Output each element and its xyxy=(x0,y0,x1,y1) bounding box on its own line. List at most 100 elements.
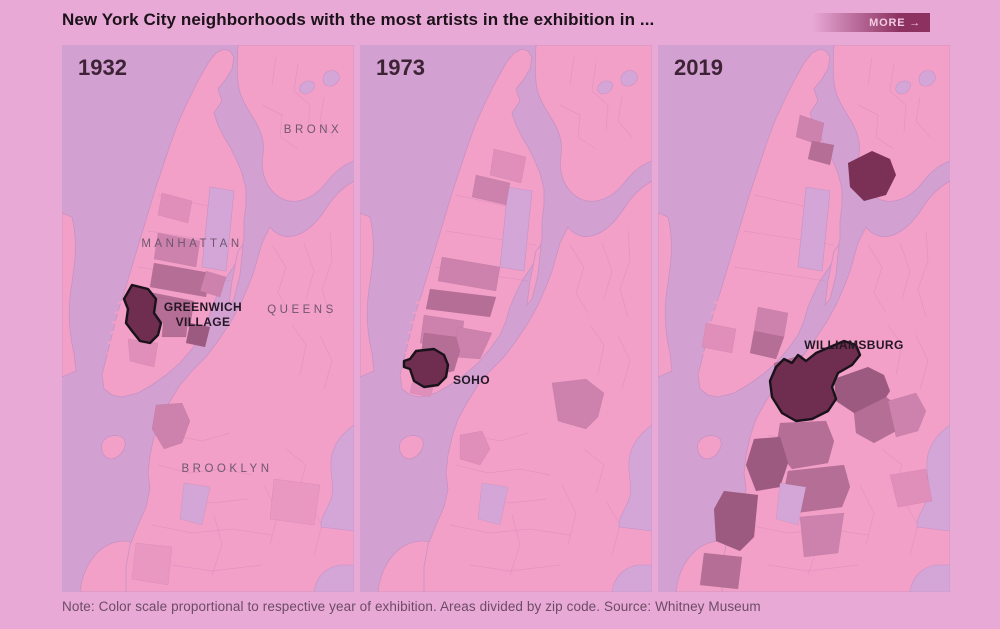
zip-boundary-line xyxy=(889,62,907,132)
zip-area-L3 xyxy=(699,552,743,590)
zip-area-L2 xyxy=(887,392,927,438)
zip-area-L1 xyxy=(459,430,491,466)
zip-boundary-line xyxy=(867,244,887,314)
central-park xyxy=(797,186,831,272)
pier xyxy=(407,330,417,334)
pier xyxy=(405,340,415,344)
map-panel-1973: SOHO 1973 xyxy=(360,45,652,592)
zip-boundary-line xyxy=(559,104,597,150)
zip-area-L3 xyxy=(807,140,835,166)
bronx-lake-2 xyxy=(918,70,936,87)
pier xyxy=(109,330,119,334)
zip-area-L3 xyxy=(749,330,785,360)
more-button-label: MORE → xyxy=(869,16,921,29)
zip-boundary-line xyxy=(321,230,333,318)
bay-bottom-right xyxy=(611,564,652,592)
zip-boundary-line xyxy=(271,56,277,86)
zip-boundary-line xyxy=(569,56,575,86)
inlet-right xyxy=(320,424,354,532)
zip-area-L2 xyxy=(199,270,227,298)
zip-boundary-line xyxy=(455,464,551,476)
zip-boundary-line xyxy=(859,484,875,546)
zip-area-L3 xyxy=(425,288,497,318)
year-label: 1973 xyxy=(376,55,425,80)
bronx-lake-1 xyxy=(597,80,613,95)
zip-boundary-line xyxy=(915,96,931,138)
borough-label-manhattan: MANHATTAN xyxy=(141,238,242,250)
pier xyxy=(713,300,723,304)
governors-island xyxy=(101,435,126,460)
zip-boundary-line xyxy=(887,324,903,376)
zip-boundary-line xyxy=(291,324,307,376)
bronx-lake-1 xyxy=(299,80,315,95)
zip-area-L2 xyxy=(153,232,201,268)
zip-area-L1 xyxy=(489,148,527,184)
zip-area-L2 xyxy=(799,512,845,558)
pier xyxy=(415,300,425,304)
zip-boundary-line xyxy=(211,514,223,576)
map-panel-1932: BRONX MANHATTAN QUEENS BROOKLYN GREENWICH VIL… xyxy=(62,45,354,592)
zip-boundary-line xyxy=(601,242,613,300)
nyc-map-1973: SOHO 1973 xyxy=(360,45,652,592)
zip-boundary-line xyxy=(449,524,571,536)
zip-boundary-line xyxy=(589,324,605,376)
zip-area-L3 xyxy=(155,296,191,338)
zip-area-dark xyxy=(847,150,897,202)
zip-boundary-line xyxy=(767,564,859,572)
zip-area-L0 xyxy=(131,542,173,586)
zip-boundary-line xyxy=(591,62,609,132)
neighborhood-label-greenwich-village: VILLAGE xyxy=(176,315,231,329)
zip-boundary-line xyxy=(619,230,631,318)
zip-boundary-line xyxy=(319,96,335,138)
pier xyxy=(106,350,115,354)
zip-boundary-line xyxy=(915,334,929,390)
neighborhood-label-williamsburg: WILLIAMSBURG xyxy=(804,338,903,352)
nyc-map-1932: BRONX MANHATTAN QUEENS BROOKLYN GREENWICHVIL… xyxy=(62,45,354,592)
zip-boundary-line xyxy=(261,104,299,150)
bay-bottom-right xyxy=(909,564,950,592)
note-text: Note: Color scale proportional to respec… xyxy=(62,599,761,614)
bronx-lake-2 xyxy=(322,70,340,87)
zip-area-park xyxy=(477,482,509,526)
governors-island xyxy=(697,435,722,460)
new-jersey xyxy=(62,212,77,378)
graphic-title: New York City neighborhoods with the mos… xyxy=(62,10,655,29)
bronx-lake-1 xyxy=(895,80,911,95)
zip-boundary-line xyxy=(867,56,873,86)
highlight-soho xyxy=(402,347,450,389)
zip-area-L3 xyxy=(149,262,211,298)
pier xyxy=(404,350,413,354)
zip-boundary-line xyxy=(319,334,333,390)
borough-label-brooklyn: BROOKLYN xyxy=(181,463,272,475)
new-jersey xyxy=(360,212,375,378)
zip-boundary-line xyxy=(303,242,315,300)
roosevelt-island xyxy=(824,243,840,307)
zip-boundary-line xyxy=(271,244,291,314)
zip-area-park xyxy=(179,482,211,526)
zip-boundary-line xyxy=(469,564,561,572)
zip-boundary-line xyxy=(899,242,911,300)
neighborhood-label-soho: SOHO xyxy=(453,373,490,387)
zip-boundary-line xyxy=(293,62,311,132)
zip-boundary-line xyxy=(509,514,521,576)
zip-boundary-line xyxy=(151,524,273,536)
pier xyxy=(412,310,422,314)
zip-area-L2 xyxy=(471,174,511,206)
pier xyxy=(114,310,124,314)
zip-boundary-line xyxy=(583,448,605,494)
more-button[interactable]: MORE → xyxy=(812,13,930,32)
pier xyxy=(111,320,121,324)
zip-area-L1 xyxy=(889,468,933,508)
zip-boundary-line xyxy=(917,230,929,318)
zip-area-L4 xyxy=(185,322,211,348)
pier xyxy=(710,310,720,314)
zip-area-L2 xyxy=(551,378,605,430)
bay-bottom-right xyxy=(313,564,354,592)
zip-boundary-line xyxy=(561,484,577,546)
zip-boundary-line xyxy=(857,104,895,150)
zip-boundary-line xyxy=(733,266,827,282)
year-label: 2019 xyxy=(674,55,723,80)
highlight-williamsburg xyxy=(768,339,862,423)
borough-label-queens: QUEENS xyxy=(267,304,337,316)
central-park xyxy=(201,186,235,272)
